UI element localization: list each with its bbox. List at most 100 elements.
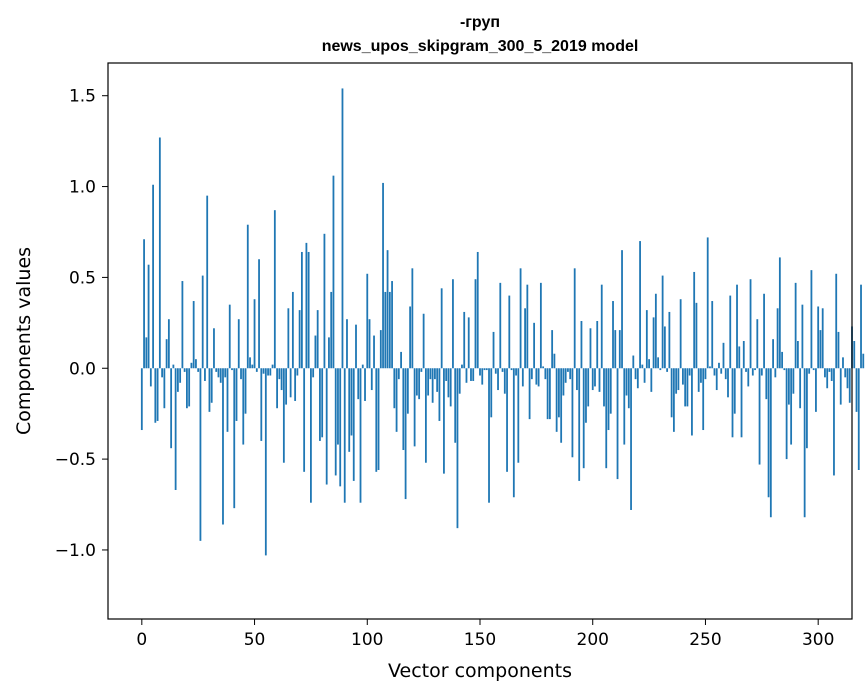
bar bbox=[393, 368, 396, 409]
bar bbox=[190, 362, 193, 369]
bar bbox=[348, 368, 351, 452]
bar bbox=[402, 368, 405, 451]
bar bbox=[337, 368, 339, 445]
bar bbox=[240, 368, 242, 380]
bar bbox=[835, 273, 838, 369]
bar bbox=[300, 251, 303, 369]
bar bbox=[659, 368, 662, 371]
bar bbox=[515, 368, 517, 376]
bar bbox=[458, 368, 461, 394]
bar bbox=[170, 368, 173, 449]
bar bbox=[359, 368, 362, 503]
bar bbox=[767, 368, 770, 498]
bar bbox=[490, 368, 493, 418]
bar bbox=[641, 364, 644, 369]
bar bbox=[731, 368, 734, 438]
bar bbox=[810, 270, 813, 369]
bar bbox=[772, 339, 774, 369]
bar bbox=[542, 366, 545, 369]
bar bbox=[709, 366, 711, 369]
bars bbox=[140, 88, 865, 556]
bar bbox=[722, 342, 725, 369]
bar bbox=[693, 271, 696, 369]
bar bbox=[384, 291, 387, 369]
bar bbox=[267, 368, 269, 376]
bar bbox=[555, 368, 558, 432]
bar bbox=[862, 353, 865, 369]
x-tick-label: 200 bbox=[577, 630, 609, 650]
y-tick-label: −1.0 bbox=[55, 541, 96, 561]
bar bbox=[539, 282, 542, 369]
bar bbox=[715, 368, 718, 391]
bar bbox=[754, 368, 756, 371]
bar bbox=[208, 368, 211, 412]
bar bbox=[842, 357, 844, 369]
bar bbox=[643, 368, 646, 383]
bar bbox=[312, 368, 315, 378]
bar bbox=[582, 368, 585, 469]
bar bbox=[440, 288, 443, 369]
bar bbox=[510, 368, 513, 371]
bar bbox=[760, 368, 763, 376]
bar bbox=[147, 264, 150, 369]
bar bbox=[255, 368, 258, 372]
bar bbox=[422, 313, 425, 369]
bar bbox=[585, 368, 587, 423]
bar bbox=[149, 368, 152, 387]
bar bbox=[176, 368, 179, 392]
bar bbox=[262, 368, 265, 374]
bar bbox=[409, 306, 412, 369]
bar bbox=[280, 368, 283, 391]
y-tick-label: 0.5 bbox=[69, 268, 96, 288]
bar bbox=[580, 321, 583, 369]
bar bbox=[158, 137, 161, 369]
bar bbox=[447, 368, 450, 398]
bar bbox=[571, 368, 574, 458]
bar bbox=[668, 311, 671, 369]
bar bbox=[355, 324, 357, 369]
bar bbox=[386, 250, 389, 369]
bar bbox=[853, 341, 856, 369]
bar bbox=[733, 368, 736, 414]
bar bbox=[195, 359, 197, 369]
bar bbox=[470, 368, 472, 381]
bar bbox=[350, 368, 353, 436]
bar bbox=[569, 368, 572, 380]
bar bbox=[672, 368, 675, 432]
bar bbox=[713, 368, 716, 376]
bar bbox=[289, 368, 292, 398]
bar bbox=[803, 368, 806, 518]
bar bbox=[368, 319, 371, 369]
bar bbox=[479, 368, 481, 376]
bar bbox=[857, 368, 860, 470]
bar bbox=[431, 368, 434, 403]
bar bbox=[481, 368, 484, 385]
bar bbox=[801, 304, 804, 369]
bar bbox=[305, 242, 308, 369]
bar bbox=[747, 368, 750, 387]
bar bbox=[397, 368, 400, 380]
bar bbox=[686, 368, 689, 407]
bar bbox=[745, 368, 747, 372]
bar bbox=[837, 331, 840, 369]
bar bbox=[695, 302, 698, 369]
bar bbox=[192, 301, 195, 369]
bar bbox=[237, 319, 240, 369]
bar bbox=[273, 210, 276, 369]
bar bbox=[418, 368, 421, 400]
bar bbox=[609, 368, 612, 414]
bar bbox=[727, 368, 729, 398]
bar bbox=[219, 368, 222, 383]
bar bbox=[294, 368, 297, 401]
bar bbox=[535, 368, 538, 385]
bar bbox=[156, 368, 159, 421]
bar bbox=[494, 368, 497, 374]
bar bbox=[636, 368, 639, 389]
bar bbox=[645, 310, 648, 369]
bar bbox=[174, 368, 177, 490]
bar bbox=[558, 368, 560, 418]
bar bbox=[298, 310, 301, 369]
bar bbox=[666, 368, 669, 372]
bar bbox=[792, 368, 795, 394]
bar bbox=[379, 330, 382, 369]
